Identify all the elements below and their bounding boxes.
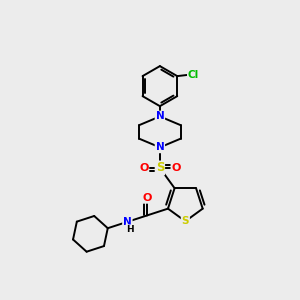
Text: H: H: [126, 225, 134, 234]
Text: S: S: [182, 216, 189, 226]
Text: S: S: [156, 161, 164, 175]
Text: N: N: [155, 112, 164, 122]
Text: O: O: [139, 163, 148, 173]
Text: O: O: [142, 193, 152, 203]
Text: N: N: [123, 217, 132, 227]
Text: Cl: Cl: [188, 70, 199, 80]
Text: O: O: [171, 163, 181, 173]
Text: N: N: [155, 142, 164, 152]
